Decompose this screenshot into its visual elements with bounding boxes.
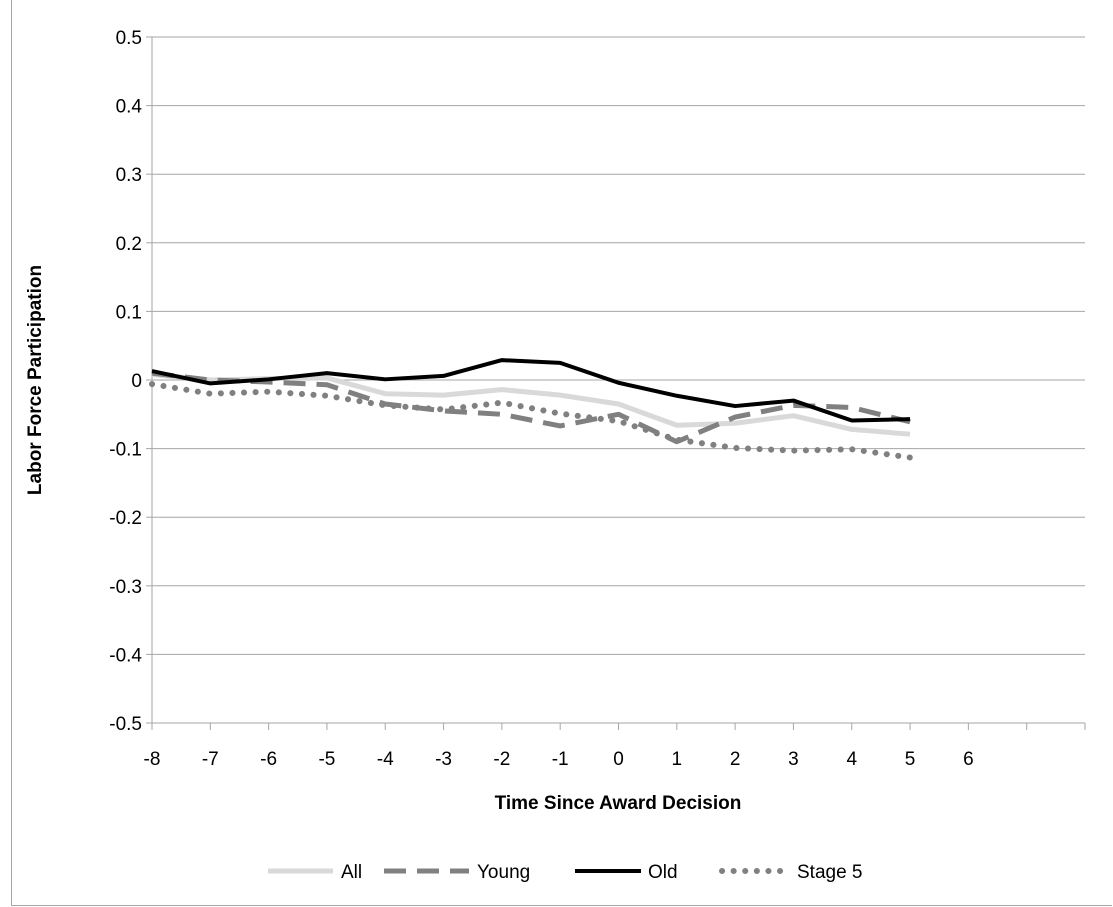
- x-tick-label: -4: [377, 749, 394, 770]
- x-tick-label: 4: [846, 749, 857, 770]
- x-axis-title: Time Since Award Decision: [495, 793, 742, 814]
- x-tick-label: -7: [202, 749, 219, 770]
- x-tick-label: 2: [730, 749, 741, 770]
- y-tick-label: 0.5: [116, 28, 142, 49]
- x-tick-label: 5: [905, 749, 916, 770]
- y-tick-label: -0.2: [109, 508, 142, 529]
- y-axis-title: Labor Force Participation: [25, 265, 46, 495]
- y-tick-label: 0: [131, 371, 142, 392]
- x-tick-label: 6: [963, 749, 974, 770]
- x-tick-label: -3: [435, 749, 452, 770]
- y-tick-label: -0.1: [109, 440, 142, 461]
- y-tick-label: 0.1: [116, 302, 142, 323]
- series-line-young: [151, 370, 911, 445]
- legend-label: Young: [477, 862, 530, 883]
- series-line-stage-5: [149, 381, 914, 461]
- legend: All Young Old Stage 5: [268, 862, 863, 883]
- y-tick-labels: 0.5 0.4 0.3 0.2 0.1 0 -0.1 -0.2 -0.3 -0.4 -0.5: [109, 28, 142, 735]
- axes: [146, 36, 1086, 730]
- y-tick-label: -0.4: [109, 645, 142, 666]
- x-tick-label: -6: [260, 749, 277, 770]
- x-tick-labels: -8 -7 -6 -5 -4 -3 -2 -1 0 1 2 3 4 5 6: [144, 749, 974, 770]
- x-tick-label: -8: [144, 749, 161, 770]
- x-tick-label: -2: [493, 749, 510, 770]
- x-tick-label: 3: [788, 749, 799, 770]
- gridlines: [152, 36, 1085, 655]
- series-line-old: [151, 358, 911, 423]
- legend-label: All: [341, 862, 362, 883]
- y-tick-label: -0.3: [109, 577, 142, 598]
- legend-label: Old: [648, 862, 678, 883]
- legend-label: Stage 5: [797, 862, 863, 883]
- x-tick-label: -1: [552, 749, 569, 770]
- y-tick-label: 0.2: [116, 234, 142, 255]
- x-tick-label: 0: [613, 749, 624, 770]
- x-tick-label: -5: [318, 749, 335, 770]
- y-tick-label: -0.5: [109, 714, 142, 735]
- y-tick-label: 0.3: [116, 165, 142, 186]
- x-tick-label: 1: [672, 749, 683, 770]
- y-tick-label: 0.4: [116, 97, 143, 118]
- chart-frame: [11, 0, 1112, 906]
- series-lines: [149, 358, 914, 461]
